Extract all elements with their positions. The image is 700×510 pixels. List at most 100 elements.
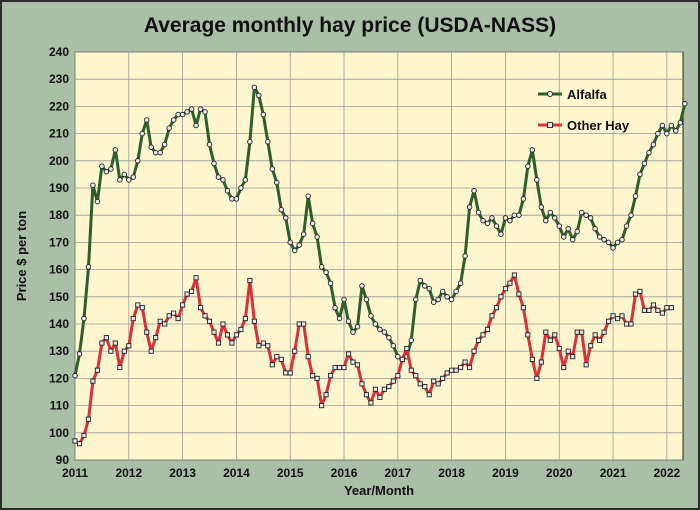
x-tick-label: 2013 — [169, 466, 196, 480]
data-point — [484, 220, 491, 227]
data-point — [471, 348, 477, 354]
data-point — [507, 217, 513, 224]
data-point — [623, 321, 630, 327]
data-point — [206, 318, 213, 324]
data-point — [238, 326, 244, 332]
data-point — [569, 236, 576, 243]
data-point — [596, 234, 603, 240]
data-point — [556, 223, 562, 229]
data-point — [256, 92, 262, 99]
data-point — [610, 313, 616, 319]
data-point — [637, 171, 643, 178]
data-point — [117, 364, 123, 371]
data-point — [354, 362, 361, 368]
y-tick-label: 140 — [49, 317, 69, 331]
data-point — [637, 288, 643, 294]
data-point — [274, 354, 280, 360]
y-tick-label: 190 — [49, 181, 69, 195]
data-point — [184, 291, 190, 297]
data-point — [498, 294, 504, 300]
data-point — [363, 392, 369, 398]
data-point — [188, 106, 195, 112]
data-point — [135, 158, 141, 164]
y-tick-label: 220 — [49, 99, 69, 113]
data-point — [327, 280, 334, 286]
data-point — [471, 187, 477, 194]
data-point — [359, 283, 365, 289]
data-point — [408, 337, 415, 344]
data-point — [628, 321, 634, 327]
data-point — [301, 321, 307, 327]
y-tick-label: 170 — [49, 235, 69, 249]
x-tick-label: 2016 — [331, 466, 358, 480]
data-point — [565, 348, 571, 354]
data-point — [597, 337, 603, 343]
data-point — [641, 160, 648, 167]
data-point — [121, 348, 127, 354]
data-point — [341, 364, 347, 371]
data-point — [278, 356, 284, 362]
data-point — [426, 285, 432, 292]
data-point — [328, 373, 334, 379]
data-point — [265, 343, 271, 349]
data-point — [211, 160, 217, 167]
data-point — [269, 362, 275, 368]
data-point — [157, 318, 163, 324]
data-point — [85, 264, 92, 270]
data-point — [238, 185, 244, 191]
data-point — [601, 236, 607, 243]
data-point — [345, 351, 352, 357]
data-point — [103, 335, 109, 341]
data-point — [76, 351, 83, 357]
data-point — [587, 215, 594, 221]
data-point — [583, 212, 589, 218]
data-point — [632, 291, 639, 297]
y-tick-label: 180 — [49, 208, 69, 222]
data-point — [677, 119, 684, 126]
data-point — [287, 370, 293, 376]
data-point — [372, 321, 379, 327]
data-point — [242, 177, 249, 183]
data-point — [413, 373, 419, 379]
data-point — [565, 226, 571, 232]
data-point — [283, 370, 289, 376]
data-point — [534, 375, 540, 381]
data-point — [511, 272, 517, 278]
data-point — [314, 234, 320, 240]
data-point — [552, 332, 558, 338]
y-tick-label: 230 — [49, 72, 69, 86]
data-point — [458, 364, 464, 371]
data-point — [641, 307, 647, 313]
data-point — [130, 316, 136, 322]
data-point — [90, 182, 96, 189]
data-point — [449, 367, 455, 373]
data-point — [211, 329, 217, 335]
data-point — [72, 438, 78, 444]
data-point — [350, 329, 356, 335]
data-point — [220, 321, 226, 327]
data-point — [493, 305, 500, 311]
data-point — [292, 348, 298, 354]
data-point — [426, 392, 432, 398]
data-point — [538, 359, 544, 365]
data-point — [390, 343, 397, 349]
data-point — [529, 147, 536, 153]
data-point — [489, 313, 495, 319]
data-point — [619, 236, 625, 243]
series-layer — [72, 84, 688, 447]
data-point — [256, 343, 262, 349]
data-point — [556, 345, 562, 352]
data-point — [309, 220, 316, 227]
data-point — [659, 310, 665, 316]
data-point — [291, 247, 298, 254]
data-point — [511, 212, 518, 218]
data-point — [76, 441, 83, 447]
data-point — [502, 286, 508, 292]
data-point — [323, 392, 329, 398]
data-point — [265, 139, 271, 145]
data-point — [323, 269, 329, 276]
x-tick-label: 2021 — [600, 466, 627, 480]
y-tick-label: 130 — [49, 344, 69, 358]
data-point — [296, 321, 302, 327]
data-point — [444, 294, 450, 300]
